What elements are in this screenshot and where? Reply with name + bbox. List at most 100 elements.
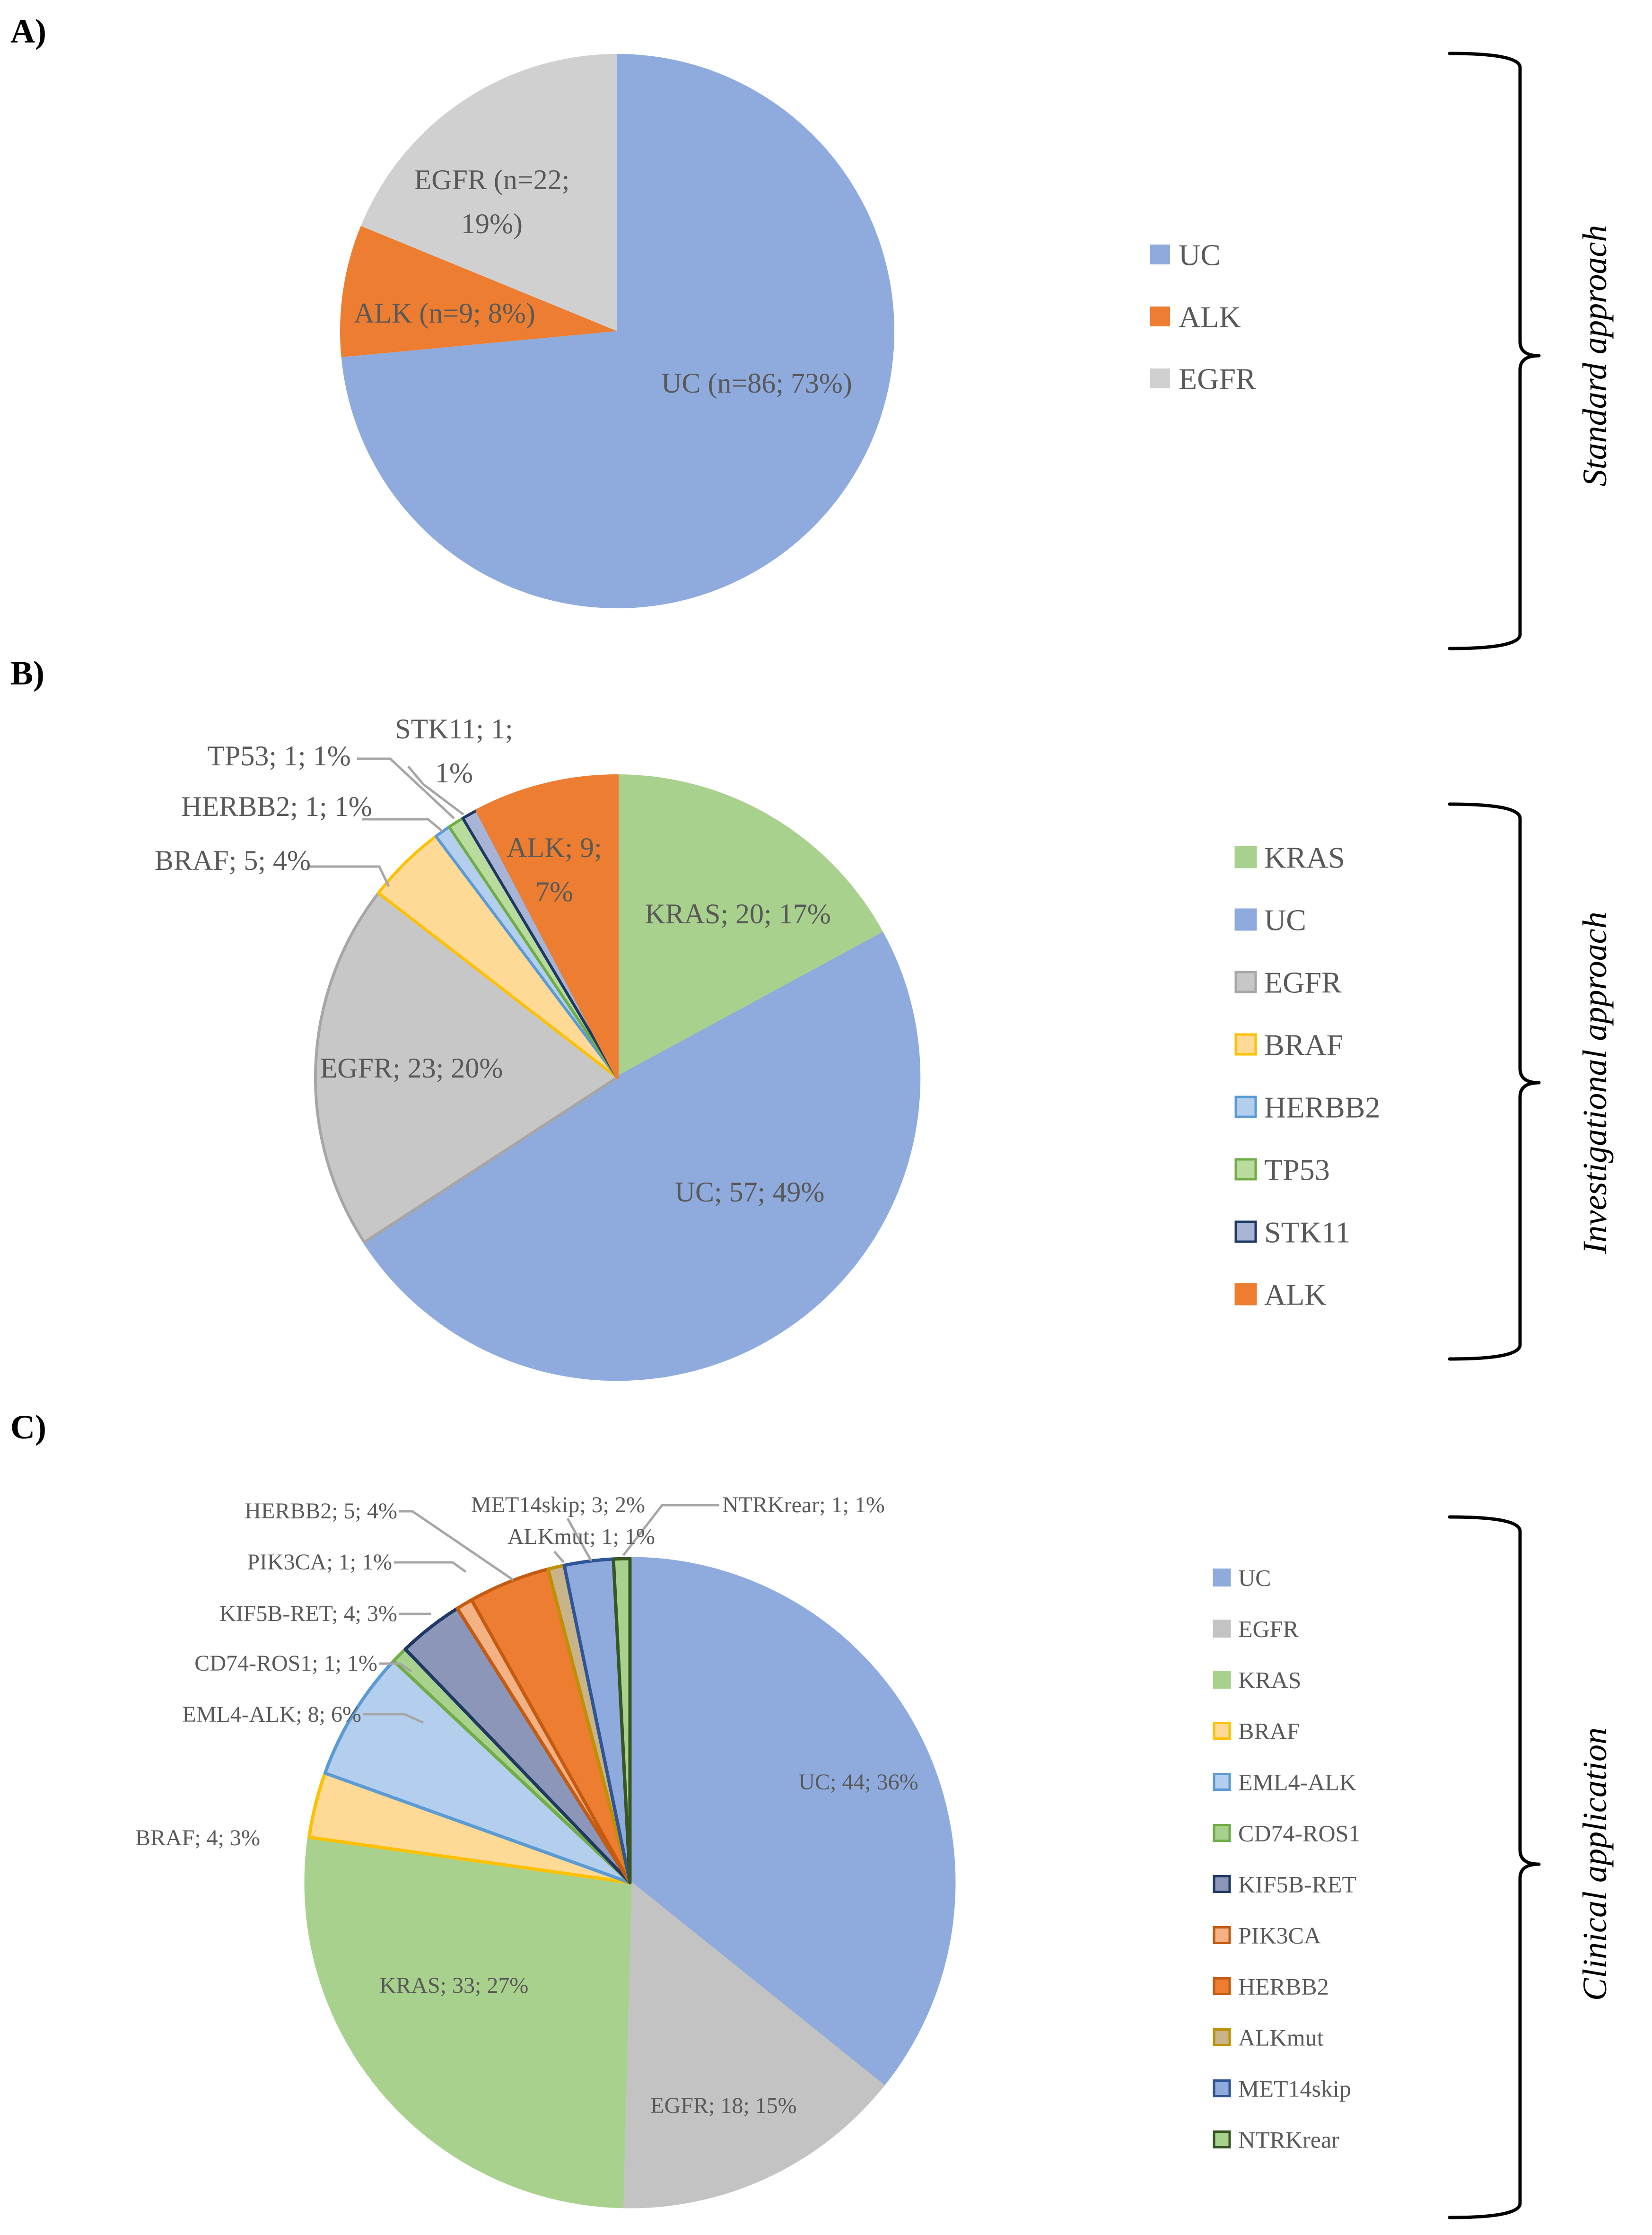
legend-item-pik3ca: PIK3CA	[1213, 1922, 1321, 1949]
legend-label-kras: KRAS	[1264, 841, 1345, 874]
data-label-line: KIF5B-RET; 4; 3%	[219, 1601, 397, 1626]
legend-item-ntrkrear: NTRKrear	[1213, 2127, 1339, 2153]
legend-label-stk11: STK11	[1264, 1215, 1351, 1249]
panel-c-data-labels: UC; 44; 36% EGFR; 18; 15% KRAS; 33; 27% BRA…	[135, 1492, 918, 2118]
pie-slice-kras	[304, 1835, 632, 2209]
legend-label-met14skip: MET14skip	[1238, 2076, 1351, 2102]
legend-item-herbb2: HERBB2	[1213, 1973, 1329, 2000]
legend-label-cd74-ros1: CD74-ROS1	[1238, 1820, 1360, 1847]
legend-label-egfr: EGFR	[1179, 362, 1256, 395]
leader-line-eml4-alk	[363, 1713, 424, 1724]
legend-item-uc: UC	[1234, 903, 1306, 937]
data-label-line: UC (n=86; 73%)	[661, 368, 852, 399]
leader-line-ntrkrear	[622, 1504, 719, 1556]
data-label-line: KRAS; 33; 27%	[380, 1973, 529, 1998]
legend-label-kras: KRAS	[1238, 1667, 1301, 1693]
panel-c: C) UC; 44; 36% EGFR; 18; 15% KRAS; 33; 27%…	[10, 1408, 1614, 2219]
pie-slice-alk	[340, 226, 617, 357]
panel-c-brace	[1448, 1515, 1541, 2219]
pie-slice-uc	[363, 932, 921, 1381]
legend-item-herbb2: HERBB2	[1234, 1090, 1380, 1124]
pie-slice-egfr	[360, 54, 617, 331]
legend-item-braf: BRAF	[1234, 1028, 1343, 1061]
legend-swatch-herbb2	[1234, 1096, 1257, 1118]
legend-label-braf: BRAF	[1238, 1718, 1300, 1744]
data-label-line: TP53; 1; 1%	[207, 740, 350, 771]
legend-swatch-braf	[1213, 1722, 1231, 1740]
legend-swatch-alkmut	[1213, 2028, 1231, 2046]
data-label-kif5b-ret: KIF5B-RET; 4; 3%	[219, 1601, 397, 1626]
legend-label-kif5b-ret: KIF5B-RET	[1238, 1871, 1356, 1898]
data-label-eml4-alk: EML4-ALK; 8; 6%	[182, 1702, 361, 1727]
legend-label-ntrkrear: NTRKrear	[1238, 2127, 1339, 2153]
legend-swatch-tp53	[1234, 1158, 1257, 1181]
legend-swatch-egfr	[1213, 1620, 1231, 1638]
pie-slice-kras	[616, 774, 884, 1079]
data-label-line: ALK (n=9; 8%)	[354, 298, 535, 329]
panel-b-brace	[1448, 802, 1541, 1361]
legend-label-herbb2: HERBB2	[1264, 1090, 1380, 1124]
legend-item-egfr: EGFR	[1213, 1616, 1299, 1642]
leader-line-alkmut	[553, 1551, 565, 1563]
panel-a-legend: UC ALK EGFR	[1150, 238, 1256, 395]
legend-swatch-pik3ca	[1213, 1926, 1231, 1944]
data-label-line: 19%)	[461, 208, 523, 239]
data-label-line: HERBB2; 5; 4%	[245, 1499, 397, 1524]
panel-c-legend: UC EGFR KRAS BRAF EML4-ALK CD74-ROS1 KIF5B-RET…	[1213, 1565, 1360, 2153]
leader-line-herbb2	[362, 818, 443, 832]
legend-swatch-met14skip	[1213, 2079, 1231, 2097]
data-label-tp53: TP53; 1; 1%	[207, 740, 350, 771]
legend-label-tp53: TP53	[1264, 1153, 1330, 1186]
legend-swatch-egfr	[1150, 368, 1170, 388]
data-label-braf: BRAF; 5; 4%	[155, 845, 311, 876]
data-label-line: PIK3CA; 1; 1%	[247, 1550, 392, 1575]
legend-swatch-eml4-alk	[1213, 1773, 1231, 1791]
data-label-line: ALK; 9;	[507, 832, 602, 863]
leader-line-pik3ca	[394, 1561, 467, 1573]
leader-line-stk11	[407, 765, 464, 815]
leader-line-braf	[307, 865, 390, 887]
legend-item-alkmut: ALKmut	[1213, 2025, 1324, 2051]
legend-item-kras: KRAS	[1213, 1667, 1301, 1693]
legend-label-egfr: EGFR	[1238, 1616, 1299, 1642]
data-label-line: BRAF; 4; 3%	[135, 1825, 260, 1850]
data-label-line: HERBB2; 1; 1%	[181, 791, 372, 822]
data-label-egfr: EGFR; 18; 15%	[650, 2093, 796, 2118]
legend-item-alk: ALK	[1234, 1278, 1327, 1311]
panel-b-legend: KRAS UC EGFR BRAF HERBB2 TP53 STK11 ALK	[1234, 841, 1380, 1311]
data-label-line: 1%	[435, 757, 473, 789]
data-label-line: UC; 44; 36%	[798, 1770, 918, 1795]
panel-a-brace	[1448, 52, 1541, 650]
data-label-herbb2: HERBB2; 1; 1%	[181, 791, 372, 822]
data-label-line: UC; 57; 49%	[675, 1176, 825, 1208]
legend-swatch-kras	[1213, 1671, 1231, 1689]
data-label-line: EGFR; 23; 20%	[320, 1052, 503, 1084]
legend-label-uc: UC	[1238, 1565, 1271, 1591]
data-label-stk11: STK11; 1; 1%	[395, 713, 513, 789]
leader-line-cd74-ros1	[379, 1662, 412, 1673]
legend-item-kras: KRAS	[1234, 841, 1345, 874]
data-label-line: STK11; 1;	[395, 713, 513, 745]
leader-line-tp53	[357, 757, 455, 819]
data-label-line: BRAF; 5; 4%	[155, 845, 311, 876]
legend-item-eml4-alk: EML4-ALK	[1213, 1769, 1356, 1796]
data-label-ntrkrear: NTRKrear; 1; 1%	[722, 1492, 885, 1517]
data-label-line: EGFR; 18; 15%	[650, 2093, 796, 2118]
data-label-uc: UC; 57; 49%	[675, 1176, 825, 1208]
legend-item-uc: UC	[1213, 1565, 1271, 1591]
pie-slice-egfr	[620, 1881, 884, 2209]
legend-swatch-braf	[1234, 1033, 1257, 1056]
data-label-cd74-ros1: CD74-ROS1; 1; 1%	[194, 1651, 377, 1676]
legend-swatch-kras	[1234, 846, 1257, 868]
pie-slice-uc	[628, 1557, 956, 2087]
panel-b-label: B)	[10, 654, 44, 692]
legend-label-eml4-alk: EML4-ALK	[1238, 1769, 1356, 1796]
pie-slice-ntrkrear	[612, 1557, 632, 1884]
panel-c-approach-title: Clinical application	[1576, 1727, 1614, 2001]
data-label-egfr: EGFR (n=22; 19%)	[414, 164, 570, 239]
data-label-met14skip: MET14skip; 3; 2%	[471, 1492, 645, 1517]
legend-swatch-ntrkrear	[1213, 2130, 1231, 2148]
panel-a-approach-title: Standard approach	[1576, 225, 1614, 487]
legend-label-alk: ALK	[1264, 1278, 1327, 1311]
panel-b-pie	[314, 774, 921, 1381]
